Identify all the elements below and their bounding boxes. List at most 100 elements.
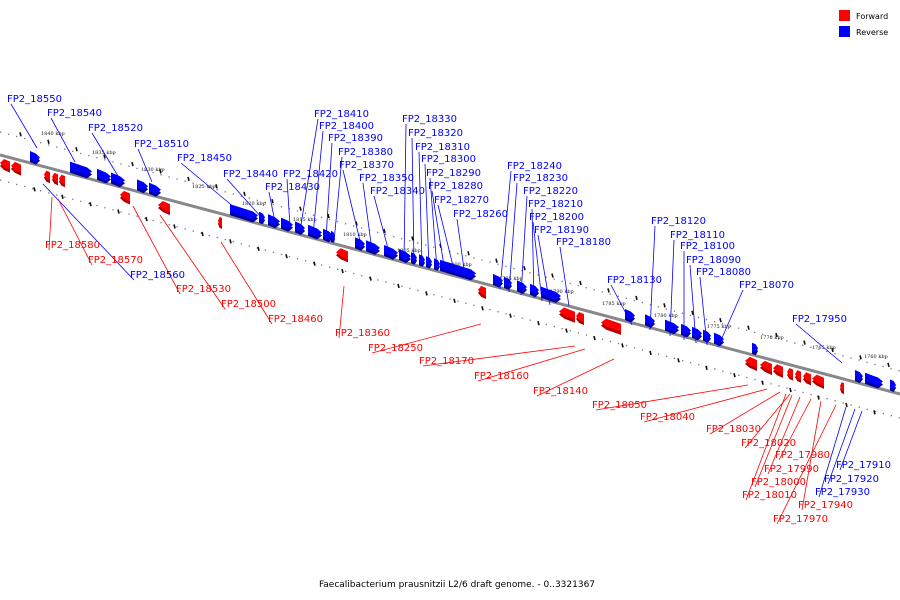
upper-tick <box>691 310 694 315</box>
gene-label: FP2_17980 <box>775 450 830 461</box>
gene-body <box>752 342 758 353</box>
gene-body <box>111 172 125 185</box>
gene-labels: FP2_18550 FP2_18540 FP2_18520 FP2_18510 FP2_… <box>7 94 891 525</box>
gene-body <box>149 182 161 194</box>
reverse-gene <box>259 211 265 225</box>
gene-body <box>787 367 793 378</box>
upper-tick <box>495 258 498 263</box>
leader-line <box>325 142 333 240</box>
gene-body <box>803 372 811 383</box>
gene-label: FP2_18330 <box>402 114 457 125</box>
lower-tick <box>341 268 344 274</box>
leader-line <box>422 345 576 367</box>
leader-line <box>717 289 744 348</box>
leader-line <box>57 198 93 266</box>
leader-line <box>371 323 482 354</box>
gene-label: FP2_18110 <box>670 230 725 241</box>
reverse-gene <box>281 217 293 232</box>
gene-label: FP2_18440 <box>223 169 278 180</box>
lower-tick <box>677 358 680 363</box>
leader-line <box>536 358 615 397</box>
leader-line <box>532 221 543 302</box>
lower-tick <box>817 395 820 400</box>
lower-tick <box>89 201 92 207</box>
kbp-tick-label: 1810 kbp <box>343 232 367 238</box>
upper-tick <box>523 265 526 271</box>
upper-tick <box>355 221 358 226</box>
lower-tick <box>705 365 708 370</box>
leader-line <box>818 406 847 498</box>
upper-tick <box>719 318 722 323</box>
gene-label: FP2_18370 <box>339 160 394 171</box>
leader-line <box>754 394 793 488</box>
gene-label: FP2_17920 <box>824 474 879 485</box>
kbp-tick-label: 1775 kbp <box>707 324 731 330</box>
gene-body <box>70 161 92 176</box>
gene-label: FP2_18250 <box>368 343 423 354</box>
reverse-gene <box>517 280 527 294</box>
kbp-tick-label: 1785 kbp <box>602 301 626 307</box>
lower-tick <box>845 402 848 408</box>
lower-tick <box>621 343 624 348</box>
gene-label: FP2_18210 <box>528 199 583 210</box>
leader-line <box>137 148 153 183</box>
gene-body <box>399 248 411 261</box>
leader-line <box>437 204 456 275</box>
leader-line <box>91 132 119 177</box>
upper-tick <box>75 146 78 152</box>
gene-label: FP2_18240 <box>507 161 562 172</box>
leader-line <box>299 118 319 232</box>
legend-reverse-label: Reverse <box>856 28 888 37</box>
leader-line <box>778 398 812 461</box>
leader-line <box>776 404 837 525</box>
leader-line <box>767 396 801 475</box>
leader-line <box>159 214 226 310</box>
gene-label: FP2_18360 <box>335 328 390 339</box>
gene-body <box>268 214 280 226</box>
reverse-gene <box>752 342 758 356</box>
lower-tick <box>565 328 568 333</box>
reverse-gene <box>440 259 476 281</box>
gene-body <box>576 311 584 323</box>
kbp-tick-label: 1795 kbp <box>499 276 523 282</box>
gene-body <box>795 370 801 380</box>
forward-gene <box>787 367 793 381</box>
leader-line <box>669 239 675 337</box>
kbp-tick-label: 1770 kbp <box>760 335 784 341</box>
gene-label: FP2_17930 <box>815 487 870 498</box>
leader-line <box>689 264 697 344</box>
gene-body <box>295 221 305 232</box>
leader-line <box>827 408 856 485</box>
gene-label: FP2_18450 <box>177 153 232 164</box>
forward-gene <box>0 159 10 173</box>
lower-tick <box>649 350 652 356</box>
leader-line <box>338 285 345 339</box>
gene-body <box>681 323 691 335</box>
leader-line <box>456 218 466 277</box>
upper-tick <box>131 161 134 167</box>
leader-line <box>132 205 181 295</box>
forward-gene <box>773 364 783 378</box>
lower-tick <box>733 373 736 378</box>
gene-label: FP2_18430 <box>265 182 320 193</box>
lower-tick <box>789 387 792 393</box>
reverse-gene <box>97 168 111 184</box>
gene-label: FP2_18500 <box>221 299 276 310</box>
gene-body <box>559 307 575 320</box>
reverse-gene <box>681 323 691 338</box>
gene-label: FP2_18120 <box>651 216 706 227</box>
gene-label: FP2_18380 <box>338 147 393 158</box>
leader-line <box>431 190 446 273</box>
forward-gene <box>11 161 21 176</box>
forward-gene <box>52 172 58 186</box>
gene-body <box>259 211 265 222</box>
gene-label: FP2_18460 <box>268 314 323 325</box>
legend-forward-label: Forward <box>856 12 888 21</box>
reverse-gene <box>308 224 322 240</box>
leader-line <box>709 391 781 435</box>
reverse-gene <box>890 379 896 392</box>
gene-body <box>601 318 621 332</box>
gene-body <box>692 326 702 338</box>
